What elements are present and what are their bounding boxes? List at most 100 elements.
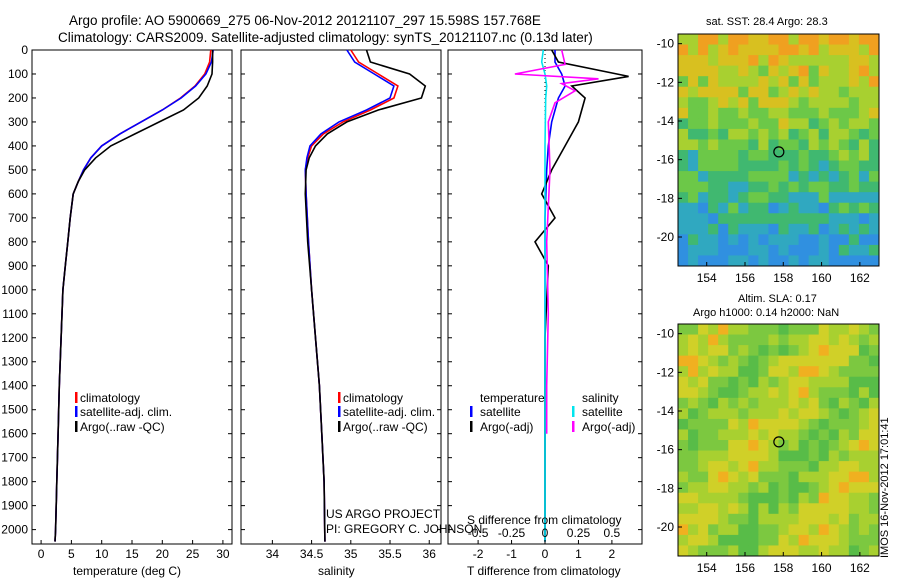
sla-map-cell [798, 450, 810, 462]
sla-map-cell [808, 450, 820, 462]
sla-map-cell [698, 397, 709, 409]
sla-map-cell [728, 429, 739, 441]
sst-map-cell [828, 65, 840, 77]
sst-map-cell [788, 65, 800, 77]
sla-map-cell [788, 440, 800, 452]
sst-map-cell [868, 97, 880, 109]
sst-map-cell [728, 213, 739, 225]
diff-series-salinity-satellite [540, 49, 548, 542]
sla-map-cell [738, 534, 749, 546]
sla-map-cell [688, 397, 699, 409]
sst-map-cell [858, 181, 870, 193]
sst-map-cell [848, 107, 860, 119]
legend-satellite-label: satellite-adj. clim. [80, 405, 173, 419]
sla-map-cell [728, 366, 739, 378]
y-tick-label: 700 [8, 211, 28, 225]
sla-map-cell [848, 513, 860, 525]
legend-swatch [572, 421, 575, 432]
sst-map-cell [808, 160, 820, 172]
sst-map-cell [848, 128, 860, 140]
sla-map-cell [678, 418, 689, 430]
sla-map-cell [828, 513, 840, 525]
sst-map-cell [858, 255, 870, 267]
sst-map-cell [678, 97, 689, 109]
sst-map-cell [788, 76, 800, 88]
sla-map-title-line1: Altim. SLA: 0.17 [738, 293, 817, 305]
sla-map-cell [718, 482, 729, 494]
sst-map-cell [858, 76, 870, 88]
sla-map-cell [808, 503, 820, 515]
sst-map-cell [708, 150, 719, 162]
sst-map-cell [858, 118, 870, 130]
map-y-tick-label: -10 [657, 327, 675, 341]
sla-map-cell [848, 492, 860, 504]
sla-map-cell [858, 524, 870, 536]
sla-map-cell [808, 376, 820, 388]
sla-map-cell [718, 471, 729, 483]
sst-map-cell [798, 44, 810, 56]
x-tick-label: 34 [266, 547, 280, 561]
sst-map-cell [688, 192, 699, 204]
sla-map-cell [748, 524, 759, 536]
sst-map-cell [848, 34, 860, 46]
sla-map-cell [778, 345, 790, 357]
sla-map-cell [808, 397, 820, 409]
x-tick-label: 5 [68, 547, 75, 561]
sst-map-cell [868, 160, 880, 172]
sla-map-cell [798, 324, 810, 336]
sla-map-cell [868, 408, 880, 420]
sst-map-cell [728, 244, 739, 256]
sst-map-cell [828, 160, 840, 172]
sla-map-cell [758, 429, 769, 441]
sla-map-cell [688, 334, 699, 346]
sst-map-cell [758, 234, 769, 246]
sla-map-cell [798, 461, 810, 473]
sla-map-cell [798, 524, 810, 536]
sla-map-cell [728, 461, 739, 473]
sla-map-cell [748, 482, 759, 494]
sst-map-cell [738, 86, 749, 98]
sla-map-cell [828, 545, 840, 557]
sla-map-cell [828, 492, 840, 504]
sst-map-cell [778, 234, 790, 246]
sst-map-cell [788, 97, 800, 109]
sla-map-cell [738, 461, 749, 473]
sla-map-cell [728, 524, 739, 536]
sla-map-cell [798, 366, 810, 378]
sla-map-cell [778, 513, 790, 525]
sst-map-cell [828, 128, 840, 140]
sla-map-cell [788, 345, 800, 357]
sla-map-cell [708, 429, 719, 441]
sla-map-cell [858, 450, 870, 462]
sst-map-cell [848, 139, 860, 151]
map-y-tick-label: -16 [657, 443, 675, 457]
sla-map-cell [868, 366, 880, 378]
project-pi: PI: GREGORY C. JOHNSON [326, 522, 483, 536]
sst-map-cell [728, 97, 739, 109]
sst-map-cell [848, 76, 860, 88]
sla-map-cell [678, 408, 689, 420]
sst-map-cell [718, 107, 729, 119]
sst-map-cell [758, 213, 769, 225]
sst-map-cell [728, 128, 739, 140]
x-tick-label: 25 [186, 547, 200, 561]
sla-map-cell [728, 397, 739, 409]
sst-map-cell [758, 34, 769, 46]
sst-map-cell [768, 86, 779, 98]
legend-temperature-argo: Argo(-adj) [480, 420, 534, 434]
sst-map-cell [868, 139, 880, 151]
legend-swatch [338, 392, 341, 403]
y-tick-label: 1100 [2, 307, 28, 321]
sst-map-cell [718, 118, 729, 130]
sla-map-cell [688, 324, 699, 336]
sla-map-cell [698, 461, 709, 473]
sst-map-cell [818, 65, 830, 77]
sla-map-cell [758, 513, 769, 525]
sst-map-cell [828, 223, 840, 235]
sst-map-cell [778, 213, 790, 225]
sla-map-cell [718, 324, 729, 336]
legend-climatology-label: climatology [343, 391, 404, 405]
sst-map-cell [798, 255, 810, 267]
diff-series-temperature-argo-adj- [534, 49, 629, 542]
sst-map-cell [848, 213, 860, 225]
